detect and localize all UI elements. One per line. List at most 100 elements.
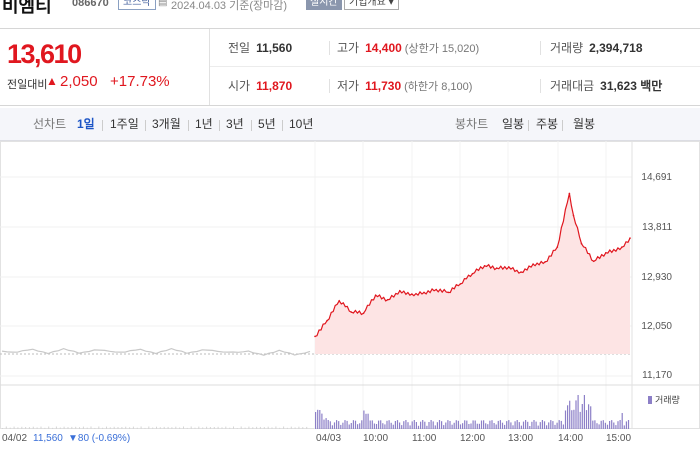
volume-bar [417, 425, 420, 429]
prev-volume-bar [17, 427, 19, 429]
prev-volume-bar [109, 427, 111, 429]
price-point [374, 294, 377, 296]
prev-volume-bar [40, 426, 42, 429]
volume-bar [352, 420, 354, 429]
volume-bar [445, 422, 447, 429]
prev-volume-bar [25, 427, 27, 429]
volume-bar [409, 425, 411, 429]
volume-bar [472, 420, 474, 429]
prev-volume-bar [236, 428, 238, 429]
volume-bar [315, 412, 317, 429]
price-point [483, 265, 486, 267]
volume-bar [333, 422, 336, 429]
prev-volume-bar [136, 427, 138, 429]
volume-bar [474, 420, 476, 429]
volume-bar [504, 424, 506, 429]
price-point [556, 246, 559, 248]
price-point [338, 300, 341, 302]
volume-bar [550, 420, 552, 429]
volume-bar [552, 421, 554, 429]
market-badge[interactable]: 코스닥 [118, 0, 156, 10]
prev-volume-bar [279, 427, 281, 429]
stock-header: 비엠티 086670 코스닥 ▤ 2024.04.03 기준(장마감) 실시간 … [0, 0, 700, 14]
volume-bar [354, 420, 357, 429]
volume-bar [453, 422, 455, 429]
volume-bar [384, 424, 386, 429]
volume-bar [592, 420, 594, 429]
prev-volume-bar [5, 426, 7, 429]
volume-bar [405, 420, 407, 429]
quote-row-2: 시가 11,870 저가 11,730 (하한가 8,100) 거래대금 31,623 … [210, 67, 700, 105]
company-info-button[interactable]: 기업개요 ▾ [344, 0, 399, 10]
candle-monthly-tab[interactable]: 월봉 [573, 117, 596, 131]
volume-bar [331, 425, 333, 429]
realtime-button[interactable]: 실시간 [306, 0, 342, 10]
period-10y-tab[interactable]: 10년 [289, 117, 314, 131]
divider [282, 120, 283, 131]
current-price-box: 13,610 전일대비 ▲ 2,050 +17.73% [0, 29, 210, 105]
volume-bar [447, 420, 449, 429]
volume-bar [478, 423, 480, 429]
prev-volume-bar [13, 426, 15, 429]
volume-bar [537, 425, 539, 429]
price-point [532, 263, 534, 265]
prev-volume-bar [275, 426, 277, 429]
prev-volume-bar [206, 426, 208, 429]
divider [540, 41, 541, 55]
prev-volume-bar [21, 426, 23, 429]
volume-bar [422, 420, 424, 429]
prev-volume-bar [248, 426, 250, 429]
volume-bar [329, 421, 331, 429]
volume-bar [554, 424, 556, 429]
prev-volume-bar [9, 427, 11, 429]
prev-volume-bar [259, 426, 261, 429]
volume-bar [336, 420, 338, 429]
volume-bar [562, 424, 564, 429]
volume-bar [560, 420, 562, 429]
volume-bar [371, 420, 373, 429]
prev-volume-bar [167, 426, 169, 429]
volume-bar [556, 422, 558, 429]
stock-name: 비엠티 [2, 0, 52, 14]
high-value: 14,400 [365, 41, 402, 55]
volume-bar [348, 424, 350, 429]
volume-bar [623, 425, 625, 429]
volume-bar [491, 420, 493, 429]
volume-bar [487, 424, 489, 429]
candle-weekly-tab[interactable]: 주봉 [536, 117, 559, 131]
volume-bar [420, 421, 422, 429]
volume-bar [319, 410, 321, 429]
prev-volume-bar [52, 427, 54, 429]
period-1d-tab[interactable]: 1일 [77, 117, 95, 131]
volume-bar [346, 420, 348, 429]
prev-volume-bar [186, 427, 188, 429]
prev-volume-bar [179, 427, 181, 429]
volume-bar [583, 395, 585, 429]
prev-volume-bar [175, 426, 177, 429]
change-rate: +17.73% [110, 73, 170, 90]
period-3m-tab[interactable]: 3개월 [152, 117, 181, 131]
volume-bar [434, 425, 436, 429]
intraday-chart[interactable]: 14,691 13,811 12,930 12,050 11,170 거래량 0… [0, 141, 700, 450]
divider [562, 120, 563, 131]
x-tick: 10:00 [363, 433, 389, 444]
period-1y-tab[interactable]: 1년 [195, 117, 213, 131]
divider [251, 120, 252, 131]
price-point [495, 267, 498, 269]
prev-day-close: 11,560 [33, 433, 63, 444]
prev-volume-bar [217, 426, 219, 429]
price-point [471, 272, 474, 275]
prev-volume-bar [82, 426, 84, 429]
volume-bar [403, 421, 405, 429]
candle-daily-tab[interactable]: 일봉 [502, 117, 525, 131]
period-3y-tab[interactable]: 3년 [226, 117, 244, 131]
volume-bar [581, 404, 583, 429]
volume-bar [602, 420, 604, 429]
volume-bar [390, 422, 392, 429]
prev-day-change: ▼80 (-0.69%) [68, 433, 131, 444]
period-1w-tab[interactable]: 1주일 [110, 117, 139, 131]
period-5y-tab[interactable]: 5년 [258, 117, 276, 131]
volume-bar [367, 413, 369, 429]
volume-bar [522, 421, 525, 429]
